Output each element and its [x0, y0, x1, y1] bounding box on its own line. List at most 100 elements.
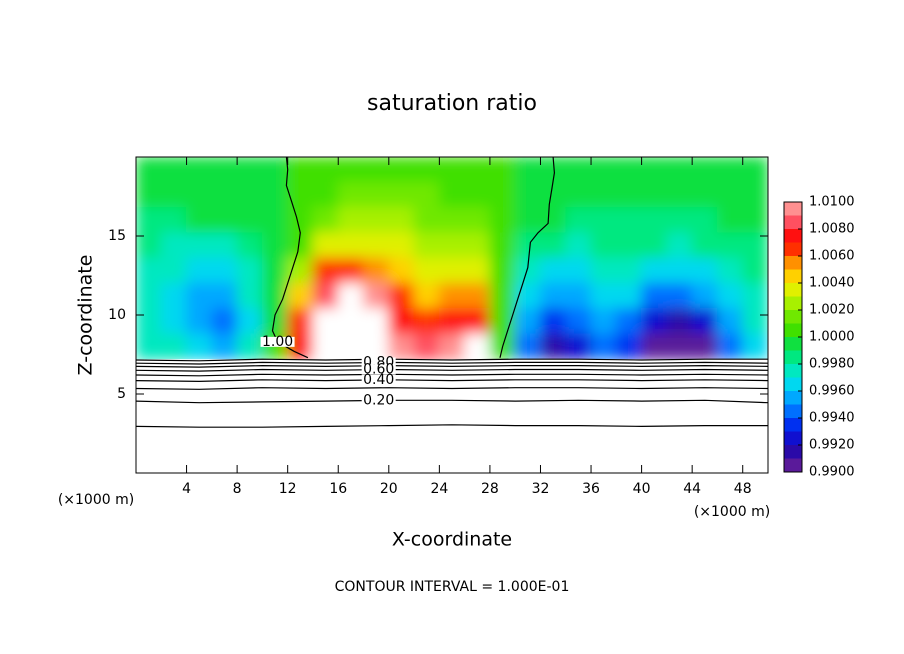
contour-label-bg: [361, 395, 396, 406]
field-cell: [615, 333, 643, 360]
field-cell: [489, 207, 516, 234]
field-cell: [539, 333, 567, 360]
field-cell: [716, 308, 744, 335]
field-cell: [742, 157, 768, 183]
field-cell: [413, 333, 440, 360]
field-cell: [641, 308, 668, 335]
field-cell: [211, 308, 238, 335]
colorbar-segment: [784, 202, 802, 216]
field-cell: [363, 282, 390, 310]
colorbar-segment: [784, 391, 802, 405]
colorbar-segment: [784, 229, 802, 243]
field-cell: [438, 282, 466, 310]
colorbar-segment: [784, 242, 802, 256]
field-cell: [464, 308, 491, 335]
field-cell: [413, 181, 440, 209]
field-cell: [666, 257, 693, 284]
chart-title: saturation ratio: [367, 91, 537, 116]
field-cell: [261, 308, 289, 335]
colorbar-segment: [784, 350, 802, 364]
footer: CONTOUR INTERVAL = 1.000E-01: [335, 579, 570, 595]
colorbar-segment: [784, 445, 802, 459]
field-cell: [236, 207, 263, 234]
contour-line: [136, 379, 768, 383]
colorbar-segment: [784, 377, 802, 391]
field-cell: [363, 257, 390, 284]
field-cell: [413, 157, 440, 183]
colorbar-segment: [784, 269, 802, 283]
x-axis-label: X-coordinate: [392, 529, 512, 551]
field-cell: [716, 207, 744, 234]
field-cell: [261, 157, 289, 183]
field-cell: [312, 232, 339, 259]
field-cell: [160, 207, 188, 234]
field-cell: [160, 282, 188, 310]
field-cell: [691, 333, 718, 360]
field-cell: [261, 181, 289, 209]
field-cell: [160, 181, 188, 209]
field-cell: [539, 232, 567, 259]
field-cell: [691, 181, 718, 209]
field-cell: [464, 282, 491, 310]
field-cell: [514, 232, 541, 259]
y-tick-label: 5: [117, 386, 126, 402]
field-cell: [438, 157, 466, 183]
field-cell: [186, 157, 213, 183]
field-cell: [438, 232, 466, 259]
field-cell: [287, 282, 314, 310]
field-cell: [565, 181, 592, 209]
field-cell: [388, 308, 415, 335]
colorbar-segment: [784, 256, 802, 270]
field-cell: [565, 257, 592, 284]
field-cell: [539, 308, 567, 335]
field-cell: [489, 257, 516, 284]
field-cell: [363, 308, 390, 335]
field-cell: [236, 232, 263, 259]
field-cell: [742, 207, 768, 234]
field-cell: [287, 207, 314, 234]
field-cell: [691, 257, 718, 284]
field-cell: [691, 232, 718, 259]
field-cell: [666, 232, 693, 259]
field-cell: [464, 333, 491, 360]
field-cell: [641, 333, 668, 360]
colorbar-tick-label: 1.0000: [809, 330, 855, 345]
contour-line: [136, 399, 768, 404]
colorbar-tick-label: 0.9920: [809, 438, 855, 453]
colorbar-tick-label: 0.9940: [809, 411, 855, 426]
field-cell: [413, 257, 440, 284]
field-cell: [615, 257, 643, 284]
x-tick-label: 44: [683, 481, 701, 497]
field-cell: [691, 207, 718, 234]
x-tick-label: 28: [481, 481, 499, 497]
field-cell: [312, 181, 339, 209]
field-cell: [186, 181, 213, 209]
contours: [136, 157, 768, 428]
y-axis-label: Z-coordinate: [75, 255, 97, 376]
field-cell: [641, 157, 668, 183]
field-cell: [565, 333, 592, 360]
x-tick-label: 4: [182, 481, 191, 497]
field-cell: [716, 181, 744, 209]
colorbar-segment: [784, 431, 802, 445]
field-cell: [337, 207, 365, 234]
colorbar-tick-label: 1.0040: [809, 276, 855, 291]
field-cell: [641, 232, 668, 259]
colorbar-tick-label: 1.0080: [809, 222, 855, 237]
contour-label-bg: [260, 336, 295, 347]
field-cell: [388, 181, 415, 209]
field-cell: [590, 308, 617, 335]
field-cell: [666, 157, 693, 183]
field-cell: [211, 333, 238, 360]
field-cell: [388, 207, 415, 234]
field-cell: [186, 333, 213, 360]
contour-line: [136, 368, 768, 372]
colorbar-segment: [784, 418, 802, 432]
x-tick-label: 8: [233, 481, 242, 497]
field-cell: [363, 232, 390, 259]
field-cell: [413, 207, 440, 234]
field-cell: [539, 257, 567, 284]
field-cell: [742, 308, 768, 335]
field-cell: [666, 308, 693, 335]
